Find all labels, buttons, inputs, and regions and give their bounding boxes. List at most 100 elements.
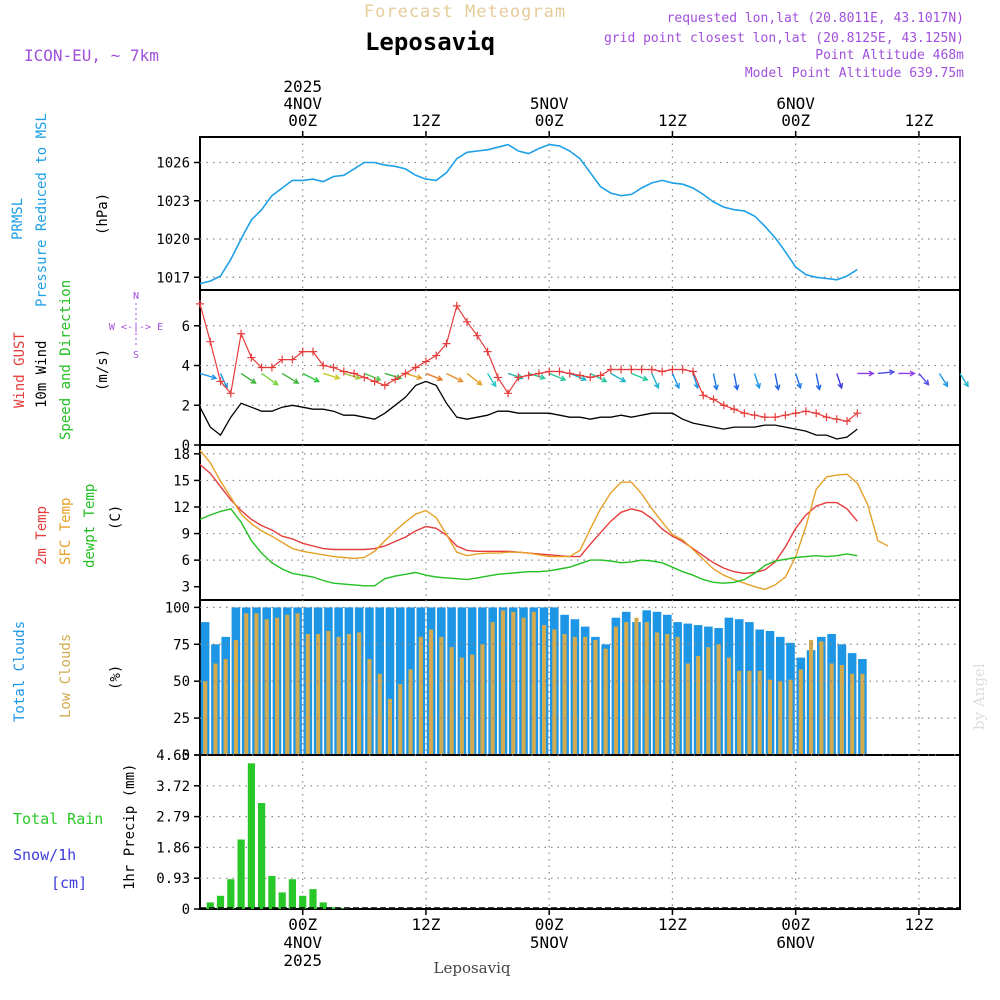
gust-marker (380, 381, 389, 390)
wind-direction-arrow (405, 372, 422, 379)
rain-bar (258, 803, 266, 909)
wind-arrow-head (923, 379, 930, 386)
low-cloud-bar (305, 634, 310, 755)
gust-marker (432, 351, 441, 360)
precip-y-ticks: 0 0.93 1.86 2.79 3.72 4.65 (156, 748, 200, 918)
low-cloud-bar (829, 663, 834, 755)
gust-marker (504, 389, 513, 398)
wind-direction-arrow (959, 373, 969, 387)
time-hour-label: 12Z (904, 111, 933, 130)
gust-marker (822, 413, 831, 422)
gust-marker (565, 369, 574, 378)
wind-arrow-head (733, 384, 740, 391)
rain-bar (206, 902, 214, 909)
gust-marker (329, 363, 338, 372)
wind-arrow-head (250, 378, 257, 384)
gust-marker (288, 355, 297, 364)
gust-marker (637, 365, 646, 374)
gust-marker (627, 365, 636, 374)
wind-unit: (m/s) (95, 349, 111, 391)
low-cloud-bar (316, 634, 321, 755)
y-tick-label: 3 (182, 580, 190, 596)
wind-direction-arrow (877, 371, 894, 375)
low-cloud-bar (470, 654, 475, 755)
gust-marker (668, 365, 677, 374)
gust-marker (237, 329, 246, 338)
wind-direction-arrow (712, 373, 718, 390)
time-day-label: 5NOV (530, 933, 569, 952)
time-hour-label: 12Z (411, 111, 440, 130)
chart-title: Forecast Meteogram (364, 2, 566, 22)
time-hour-label: 00Z (781, 111, 810, 130)
y-tick-label: 6 (182, 319, 190, 335)
low-cloud-bar (449, 647, 454, 755)
low-cloud-bar (552, 629, 557, 755)
clouds-label-low: Low Clouds (58, 634, 74, 718)
wind-direction-arrow (466, 372, 482, 386)
time-hour-label: 00Z (781, 915, 810, 934)
gust-marker (853, 409, 862, 418)
wind-direction-arrow (302, 372, 320, 383)
gust-marker (709, 395, 718, 404)
wind-arrow-head (490, 381, 497, 388)
low-cloud-bar (675, 636, 680, 755)
gust-marker (658, 367, 667, 376)
wind-arrow-head (674, 382, 680, 390)
low-cloud-bar (583, 636, 588, 755)
temp-unit: (C) (108, 505, 124, 530)
wind-direction-arrow (671, 373, 680, 389)
time-hour-label: 12Z (904, 915, 933, 934)
gust-marker (442, 339, 451, 348)
low-cloud-bar (295, 613, 300, 755)
rain-bar (216, 895, 225, 909)
y-tick-label: 50 (173, 674, 190, 690)
low-cloud-bar (285, 614, 290, 755)
low-cloud-bar (480, 644, 485, 755)
y-tick-label: 1.86 (156, 840, 190, 856)
low-cloud-bar (531, 611, 536, 755)
time-day-label: 5NOV (530, 94, 569, 113)
low-cloud-bar (778, 681, 783, 755)
gust-marker (452, 301, 461, 310)
time-hour-label: 00Z (288, 111, 317, 130)
clouds-series (200, 607, 867, 755)
low-cloud-bar (716, 644, 721, 755)
wind-direction-arrow (610, 372, 626, 383)
wind-direction-arrow (323, 372, 340, 379)
low-cloud-bar (244, 613, 249, 755)
model-label: ICON-EU, ~ 7km (24, 46, 159, 65)
time-hour-label: 00Z (535, 915, 564, 934)
rain-bar (309, 889, 317, 909)
rain-bar (288, 879, 296, 909)
precip-label-cm: [cm] (51, 874, 87, 892)
gust-marker (534, 369, 543, 378)
wind-direction-arrow (486, 373, 497, 387)
rain-bar (340, 908, 348, 909)
y-tick-label: 3.72 (156, 779, 190, 795)
time-day-label: 4NOV (283, 94, 322, 113)
gust-marker (267, 363, 276, 372)
y-tick-label: 1023 (156, 194, 190, 210)
gust-marker (206, 337, 215, 346)
low-cloud-bar (254, 613, 259, 755)
low-cloud-bar (264, 619, 269, 755)
y-tick-label: 15 (173, 473, 190, 489)
low-cloud-bar (387, 698, 392, 755)
y-tick-label: 100 (165, 600, 190, 616)
gust-marker (781, 411, 790, 420)
y-tick-label: 1020 (156, 232, 190, 248)
gust-marker (719, 401, 728, 410)
gust-marker (524, 371, 533, 380)
wind-direction-arrow (631, 372, 648, 381)
wind-y-ticks: 0 2 4 6 (182, 319, 200, 454)
wind-arrow-head (642, 375, 649, 382)
gust-line (199, 303, 858, 422)
y-tick-label: 18 (173, 447, 190, 463)
clouds-panel: 0 25 50 75 100 Total Clouds Low Clouds (%) (12, 599, 961, 764)
time-day-label: 6NOV (776, 933, 815, 952)
low-cloud-bar (562, 634, 567, 755)
gust-marker (401, 369, 410, 378)
temperature-series (199, 449, 889, 591)
wind-direction-arrow (774, 373, 780, 390)
wind-arrow-head (476, 379, 483, 386)
